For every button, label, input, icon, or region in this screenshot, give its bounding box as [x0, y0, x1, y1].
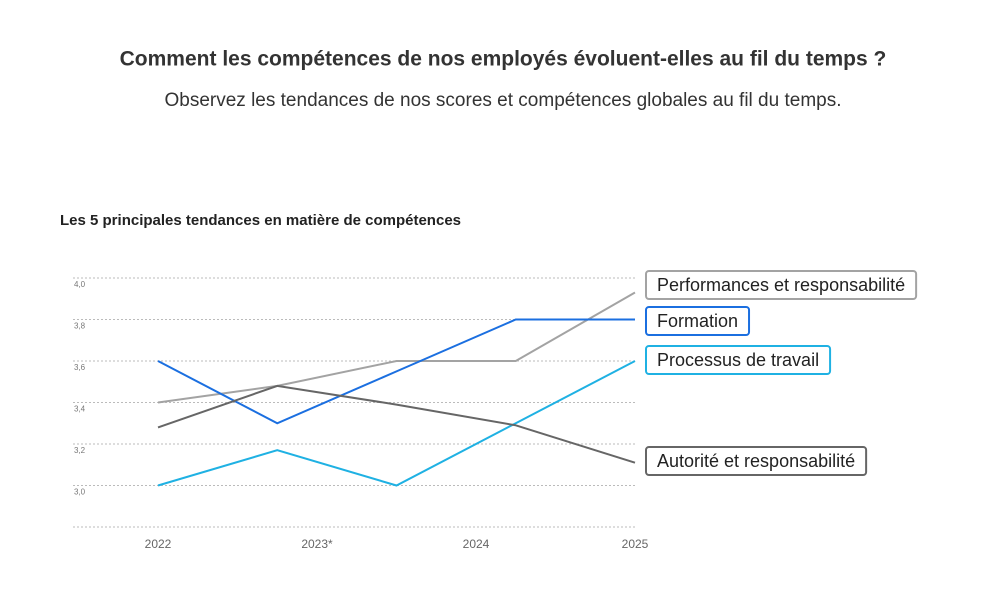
y-tick-label: 4,0	[74, 280, 86, 289]
x-tick-label: 2025	[622, 537, 649, 551]
x-tick-label: 2022	[145, 537, 172, 551]
legend-box	[645, 270, 918, 300]
page-title: Comment les compétences de nos employés …	[120, 48, 887, 71]
y-tick-label: 3,6	[74, 363, 86, 372]
series-line	[157, 318, 635, 425]
x-tick-label: 2024	[463, 537, 490, 551]
legend-box	[645, 446, 868, 476]
series-line	[157, 291, 636, 404]
legend-label: Formation	[657, 311, 738, 331]
series-line	[157, 384, 636, 464]
legend-box	[645, 306, 751, 336]
x-tick-label: 2023*	[301, 537, 333, 551]
legend-label: Autorité et responsabilité	[657, 451, 855, 471]
legend-label: Performances et responsabilité	[657, 275, 905, 295]
series-line	[157, 360, 636, 487]
y-tick-label: 3,8	[74, 322, 86, 331]
legend-box	[645, 345, 832, 375]
y-tick-label: 3,0	[74, 488, 86, 497]
legend-label: Processus de travail	[657, 350, 819, 370]
y-tick-label: 3,4	[74, 405, 86, 414]
page-subtitle: Observez les tendances de nos scores et …	[165, 90, 842, 111]
chart-title: Les 5 principales tendances en matière d…	[60, 212, 461, 229]
y-tick-label: 3,2	[74, 446, 86, 455]
